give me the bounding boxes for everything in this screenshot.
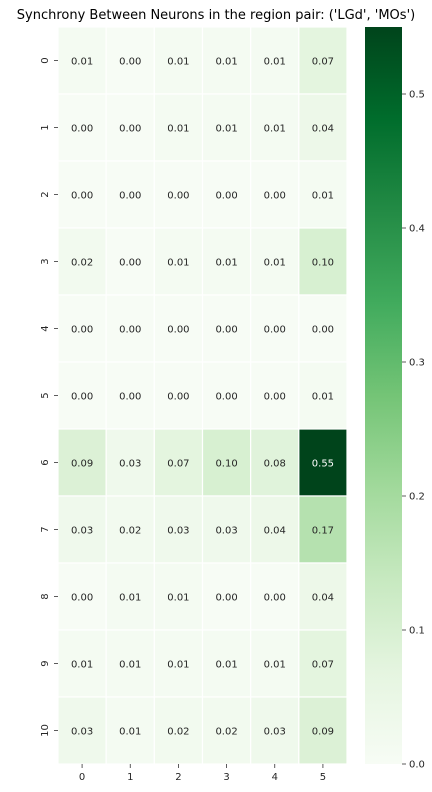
- cell-value-label: 0.00: [215, 325, 237, 336]
- cell-value-label: 0.02: [215, 727, 237, 738]
- cell-value-label: 0.00: [167, 325, 189, 336]
- cell-value-label: 0.03: [71, 727, 93, 738]
- cell-value-label: 0.01: [312, 392, 334, 403]
- colorbar: 0.0 0.1 0.2 0.3 0.4 0.5: [365, 27, 425, 771]
- cell-value-label: 0.17: [312, 526, 334, 537]
- cell-value-label: 0.04: [264, 526, 286, 537]
- cell-value-label: 0.01: [264, 124, 286, 135]
- cell-value-label: 0.01: [215, 660, 237, 671]
- x-tick-label: 5: [320, 772, 326, 783]
- x-tick-label: 0: [79, 772, 85, 783]
- cell-value-label: 0.03: [119, 459, 141, 470]
- cell-value-label: 0.00: [167, 191, 189, 202]
- cell-value-label: 0.01: [264, 660, 286, 671]
- y-tick-label: 4: [40, 325, 51, 331]
- cell-value-label: 0.01: [167, 124, 189, 135]
- cell-value-label: 0.55: [312, 459, 334, 470]
- cell-value-label: 0.00: [71, 593, 93, 604]
- cell-value-label: 0.01: [215, 57, 237, 68]
- x-tick-label: 4: [272, 772, 278, 783]
- cell-value-label: 0.01: [119, 727, 141, 738]
- cell-value-label: 0.01: [167, 57, 189, 68]
- cell-value-label: 0.02: [119, 526, 141, 537]
- cell-value-label: 0.00: [71, 124, 93, 135]
- cell-value-label: 0.00: [119, 325, 141, 336]
- colorbar-tick-label: 0.0: [409, 760, 425, 771]
- y-tick-label: 1: [40, 124, 51, 130]
- cell-value-label: 0.01: [167, 258, 189, 269]
- cell-value-label: 0.00: [264, 392, 286, 403]
- cell-value-label: 0.03: [264, 727, 286, 738]
- cell-value-label: 0.01: [167, 660, 189, 671]
- y-tick-label: 10: [40, 724, 51, 737]
- cell-value-label: 0.00: [119, 258, 141, 269]
- cell-value-label: 0.00: [71, 191, 93, 202]
- x-axis: 0 1 2 3 4 5: [79, 764, 326, 783]
- colorbar-tick-label: 0.5: [409, 90, 425, 101]
- cell-value-label: 0.10: [215, 459, 237, 470]
- y-tick-label: 6: [40, 459, 51, 465]
- cell-value-label: 0.00: [215, 593, 237, 604]
- cell-value-label: 0.00: [71, 392, 93, 403]
- y-tick-label: 9: [40, 660, 51, 666]
- cell-value-label: 0.01: [215, 258, 237, 269]
- cell-value-label: 0.01: [264, 258, 286, 269]
- cell-value-label: 0.03: [215, 526, 237, 537]
- y-tick-label: 2: [40, 191, 51, 197]
- y-tick-label: 0: [40, 57, 51, 63]
- cell-value-label: 0.08: [264, 459, 286, 470]
- x-tick-label: 3: [223, 772, 229, 783]
- y-tick-label: 7: [40, 526, 51, 532]
- heatmap-cells: [58, 27, 347, 764]
- colorbar-tick-label: 0.3: [409, 358, 425, 369]
- cell-value-label: 0.10: [312, 258, 334, 269]
- y-tick-label: 8: [40, 593, 51, 599]
- x-tick-label: 1: [127, 772, 133, 783]
- cell-value-label: 0.01: [71, 660, 93, 671]
- cell-value-label: 0.07: [312, 57, 334, 68]
- colorbar-tick-label: 0.1: [409, 626, 425, 637]
- x-tick-label: 2: [175, 772, 181, 783]
- cell-value-label: 0.09: [312, 727, 334, 738]
- cell-value-label: 0.00: [312, 325, 334, 336]
- cell-value-label: 0.00: [264, 593, 286, 604]
- cell-value-label: 0.01: [215, 124, 237, 135]
- cell-value-label: 0.00: [119, 57, 141, 68]
- y-tick-label: 3: [40, 258, 51, 264]
- cell-value-label: 0.00: [119, 191, 141, 202]
- colorbar-tick-label: 0.2: [409, 492, 425, 503]
- cell-value-label: 0.03: [167, 526, 189, 537]
- cell-value-label: 0.00: [215, 392, 237, 403]
- cell-value-label: 0.07: [312, 660, 334, 671]
- cell-value-label: 0.00: [119, 392, 141, 403]
- cell-value-label: 0.09: [71, 459, 93, 470]
- cell-value-label: 0.00: [264, 191, 286, 202]
- cell-value-label: 0.01: [264, 57, 286, 68]
- cell-value-label: 0.07: [167, 459, 189, 470]
- cell-value-label: 0.01: [312, 191, 334, 202]
- cell-value-label: 0.02: [71, 258, 93, 269]
- colorbar-tick-label: 0.4: [409, 224, 425, 235]
- cell-value-label: 0.01: [119, 593, 141, 604]
- cell-value-label: 0.00: [215, 191, 237, 202]
- cell-value-label: 0.04: [312, 124, 334, 135]
- cell-value-label: 0.00: [71, 325, 93, 336]
- cell-value-label: 0.01: [71, 57, 93, 68]
- cell-value-label: 0.01: [167, 593, 189, 604]
- cell-value-label: 0.02: [167, 727, 189, 738]
- cell-value-label: 0.04: [312, 593, 334, 604]
- y-axis: 0 1 2 3 4 5 6 7 8 9 10: [40, 57, 58, 737]
- cell-value-label: 0.00: [119, 124, 141, 135]
- colorbar-gradient: [365, 27, 402, 764]
- cell-value-label: 0.00: [264, 325, 286, 336]
- cell-value-label: 0.00: [167, 392, 189, 403]
- cell-value-label: 0.01: [119, 660, 141, 671]
- y-tick-label: 5: [40, 392, 51, 398]
- cell-value-label: 0.03: [71, 526, 93, 537]
